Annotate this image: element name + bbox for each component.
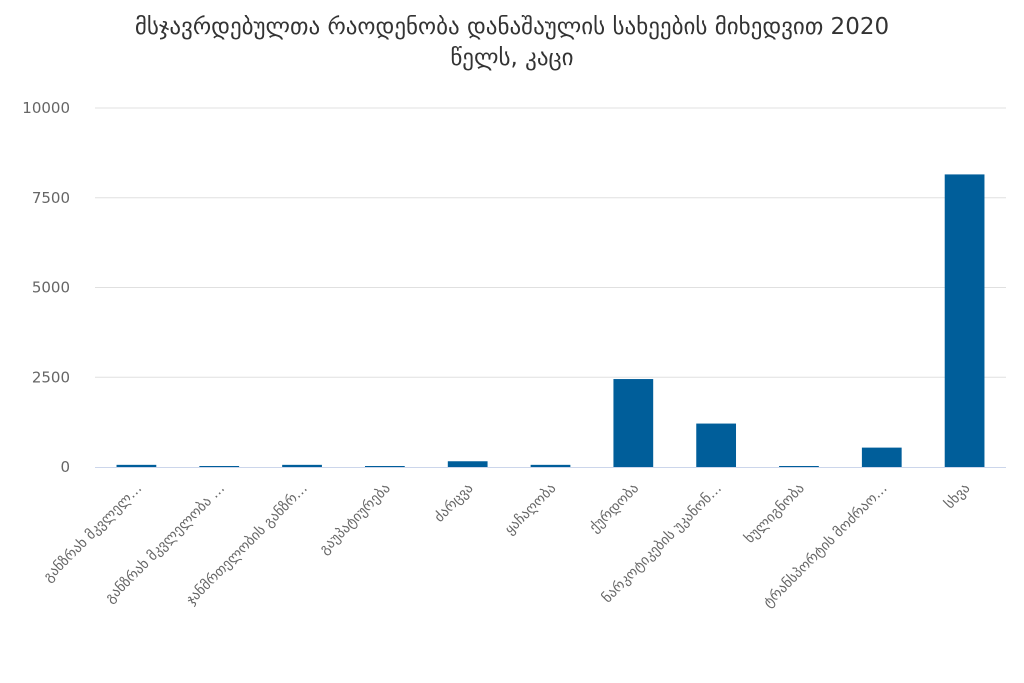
y-tick-label: 5000 [32,279,70,297]
x-tick-label-6: ქურდობა [586,480,642,536]
y-tick-label: 0 [60,458,70,476]
x-tick-label-3: გაუპატიურება [316,480,394,558]
bar-9[interactable] [861,447,902,467]
chart-title-line-2: წელს, კაცი [450,45,574,71]
bar-3[interactable] [364,466,405,467]
bar-0[interactable] [116,464,157,467]
bars [116,174,985,468]
bar-4[interactable] [447,461,488,467]
grid-lines [95,107,1006,378]
bar-1[interactable] [199,466,240,467]
bar-10[interactable] [944,174,985,468]
bar-5[interactable] [530,464,571,467]
chart-title-line-1: მსჯავრდებულთა რაოდენობა დანაშაულის სახეე… [134,14,890,40]
x-tick-label-5: ყაჩაღობა [502,481,559,538]
y-tick-label: 10000 [22,99,70,117]
y-tick-label: 7500 [32,189,70,207]
y-tick-label: 2500 [32,368,70,386]
bar-8[interactable] [779,466,819,467]
chart-title: მსჯავრდებულთა რაოდენობა დანაშაულის სახეე… [0,12,1024,74]
x-tick-label-10: სხვა [942,481,974,513]
x-axis-tick-labels: განზრახ მკვლელ…განზრახ მკვლელობა …ჯანმრთ… [40,480,974,611]
bar-6[interactable] [613,379,654,467]
bar-7[interactable] [696,423,737,467]
bar-2[interactable] [282,464,322,467]
x-tick-label-8: ხულიგნობა [742,481,808,547]
y-axis-tick-labels: 0 2500 5000 7500 10000 [22,99,70,476]
x-tick-label-4: ძარცვა [431,480,477,526]
